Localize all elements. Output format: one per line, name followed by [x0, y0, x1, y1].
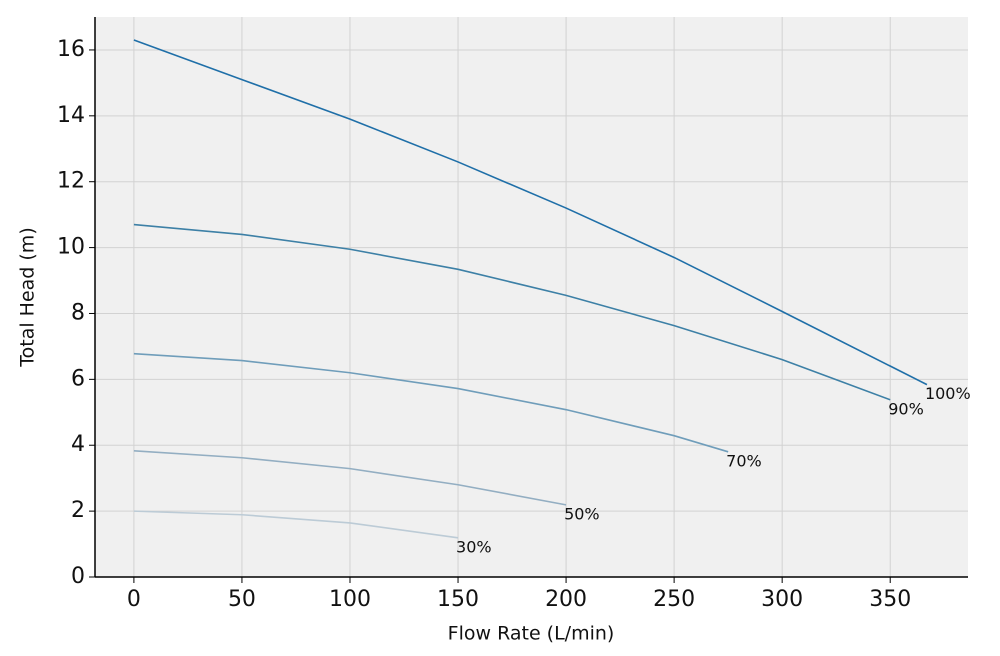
grid — [95, 17, 968, 578]
y-tick-label: 4 — [71, 432, 85, 457]
plot-area — [95, 17, 968, 577]
y-tick-label: 14 — [57, 103, 85, 128]
series-line — [133, 39, 928, 386]
lines — [133, 39, 928, 539]
line-end-label: 30% — [456, 537, 492, 556]
series-line — [133, 223, 891, 401]
x-tick-label: 0 — [127, 587, 141, 612]
y-tick-label: 12 — [57, 169, 85, 194]
x-axis-label: Flow Rate (L/min) — [448, 623, 615, 645]
x-tick-label: 250 — [653, 587, 695, 612]
line-end-label: 70% — [726, 451, 762, 470]
line-end-label: 100% — [925, 384, 971, 403]
y-tick-label: 6 — [71, 366, 85, 391]
x-tick-label: 100 — [329, 587, 371, 612]
series-line — [133, 450, 567, 506]
series-line — [133, 352, 729, 453]
series-line — [133, 510, 459, 539]
line-end-label: 50% — [564, 504, 600, 523]
x-tick-label: 350 — [869, 587, 911, 612]
y-tick-label: 2 — [71, 498, 85, 523]
x-tick-label: 150 — [437, 587, 479, 612]
x-tick-label: 50 — [228, 587, 256, 612]
y-tick-label: 10 — [57, 235, 85, 260]
y-axis-label: Total Head (m) — [17, 227, 39, 367]
y-tick-label: 16 — [57, 37, 85, 62]
line-end-label: 90% — [888, 399, 924, 418]
y-tick-label: 8 — [71, 300, 85, 325]
x-tick-label: 300 — [761, 587, 803, 612]
y-tick-label: 0 — [71, 564, 85, 589]
x-tick-label: 200 — [545, 587, 587, 612]
